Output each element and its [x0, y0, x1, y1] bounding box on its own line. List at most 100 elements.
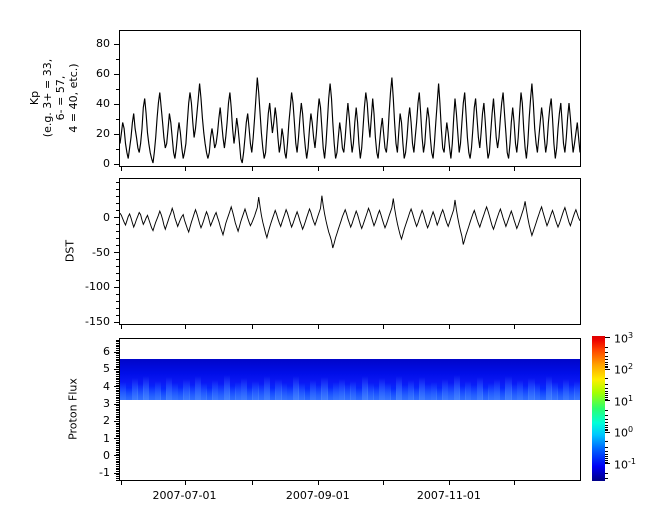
y-minor-tick — [116, 412, 119, 414]
y-minor-tick — [116, 58, 119, 60]
x-month-tick — [513, 324, 515, 329]
spectrogram-streak — [407, 379, 414, 401]
y-minor-tick — [116, 394, 119, 396]
spectrogram-streak — [413, 386, 420, 401]
spectrogram-streak — [465, 380, 472, 401]
x-month-tick — [120, 480, 122, 485]
colorbar-minor-tick — [605, 393, 608, 395]
y-tick-label: -100 — [85, 280, 110, 294]
y-tick-label: 6 — [103, 345, 110, 359]
x-month-tick — [120, 166, 122, 171]
y-minor-tick — [116, 189, 119, 191]
y-minor-tick — [116, 413, 119, 415]
y-major-tick — [114, 403, 119, 405]
colorbar-tick-label: 100 — [614, 425, 634, 440]
y-major-tick — [114, 438, 119, 440]
colorbar-tick-label: 101 — [614, 393, 634, 409]
spectrogram-streak — [154, 380, 161, 401]
spectrogram-streak — [488, 382, 495, 401]
x-month-tick — [449, 166, 451, 171]
spectrogram-streak — [522, 386, 529, 401]
y-minor-tick — [116, 417, 119, 419]
spectrogram-streak — [137, 384, 144, 401]
y-minor-tick — [116, 467, 119, 469]
y-minor-tick — [116, 458, 119, 460]
spectrogram-streak — [396, 375, 403, 401]
y-minor-tick — [116, 448, 119, 450]
spectrogram-streak — [528, 378, 535, 401]
spectrogram-streak — [171, 383, 178, 401]
x-date-label: 2007-07-01 — [152, 489, 217, 502]
y-minor-tick — [116, 362, 119, 363]
y-tick-label: 5 — [103, 362, 110, 376]
spectrogram-streak — [189, 385, 196, 401]
spectrogram-streak — [125, 387, 132, 401]
spectrogram-streak — [378, 378, 385, 401]
y-minor-tick — [116, 196, 119, 198]
x-month-tick — [382, 480, 384, 485]
colorbar-exponent: 0 — [628, 425, 634, 435]
y-major-tick — [114, 163, 119, 165]
y-minor-tick — [116, 353, 119, 355]
x-month-tick — [185, 324, 186, 329]
y-minor-tick — [116, 464, 119, 466]
spectrogram-streak — [568, 385, 575, 401]
colorbar-minor-tick — [605, 356, 608, 358]
x-month-tick — [251, 324, 253, 329]
y-minor-tick — [116, 231, 119, 233]
colorbar-major-tick — [605, 431, 610, 433]
y-minor-tick — [116, 429, 119, 431]
colorbar-minor-tick — [605, 461, 608, 463]
y-minor-tick — [116, 436, 119, 438]
x-month-tick — [382, 166, 384, 171]
y-minor-tick — [116, 118, 119, 120]
y-major-tick — [114, 351, 119, 353]
colorbar-minor-tick — [605, 450, 608, 452]
spectrogram-streak — [275, 379, 282, 401]
spectrogram-streak — [373, 386, 380, 401]
y-major-tick — [114, 103, 119, 105]
y-minor-tick — [116, 377, 119, 379]
y-minor-tick — [116, 391, 119, 393]
x-month-tick — [251, 166, 253, 171]
spectrogram-streak — [304, 388, 311, 401]
y-minor-tick — [116, 203, 119, 205]
y-minor-tick — [116, 398, 119, 400]
y-minor-tick — [116, 148, 119, 150]
spectrogram-streak — [177, 386, 184, 401]
spectrogram-streak — [470, 385, 477, 401]
y-minor-tick — [116, 358, 119, 360]
y-minor-tick — [116, 346, 119, 348]
y-major-tick — [114, 455, 119, 457]
y-minor-tick — [116, 426, 119, 427]
spectrogram-streak — [511, 384, 518, 401]
colorbar-minor-tick — [605, 478, 608, 480]
spectrogram-streak — [120, 381, 127, 401]
y-minor-tick — [116, 457, 119, 459]
spectrogram-streak — [574, 380, 580, 401]
spectrogram-streak — [246, 386, 253, 401]
y-minor-tick — [116, 389, 119, 391]
colorbar-minor-tick — [605, 446, 608, 448]
y-minor-tick — [116, 432, 119, 434]
spectrogram-streak — [442, 379, 449, 401]
y-minor-tick — [116, 88, 119, 90]
y-minor-tick — [116, 450, 119, 452]
spectrogram-streak — [315, 385, 322, 401]
y-tick-label: 0 — [103, 157, 110, 170]
y-minor-tick — [116, 419, 119, 421]
y-minor-tick — [116, 372, 119, 374]
y-minor-tick — [116, 387, 119, 389]
spectrogram-streak — [235, 381, 242, 401]
x-month-tick — [449, 324, 451, 329]
spectrogram-streak — [309, 379, 316, 401]
spectrogram-streak — [505, 376, 512, 401]
spectrogram-streak — [545, 375, 552, 401]
y-minor-tick — [116, 424, 119, 426]
spectrogram-streak — [160, 388, 167, 401]
dst-series — [120, 195, 580, 249]
colorbar-exponent: 3 — [628, 330, 634, 340]
spectrogram-streak — [499, 387, 506, 401]
y-minor-tick — [116, 445, 119, 446]
colorbar-minor-tick — [605, 397, 608, 399]
